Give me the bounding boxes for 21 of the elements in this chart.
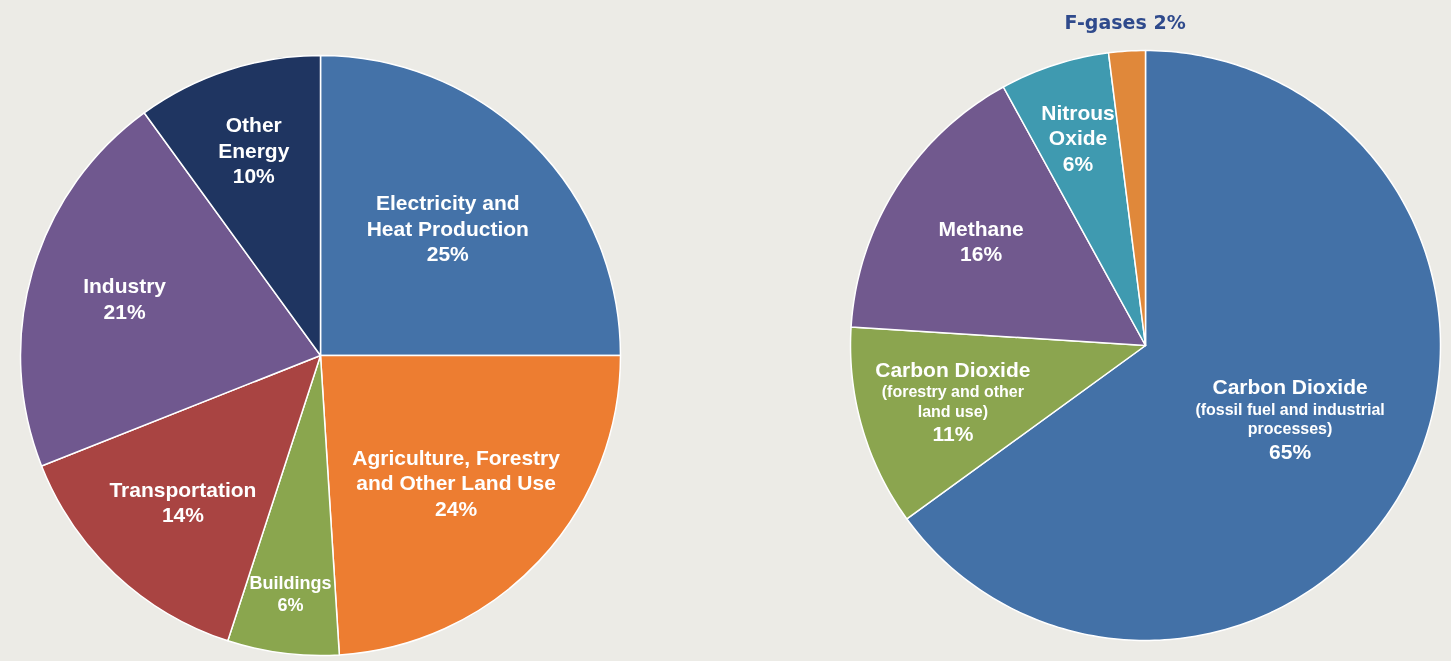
slice-label: Agriculture, Forestry and Other Land Use [352,445,561,495]
slice-label: Industry [83,274,167,298]
data-label: 21% [103,299,146,323]
data-label: 6% [277,594,304,615]
slice-label: Methane [938,216,1024,240]
data-label: 16% [960,242,1003,266]
slice-label: Carbon Dioxide (forestry and other land use) [875,357,1031,420]
slice-label: Other Energy [218,112,290,162]
slice-label: Buildings [249,572,332,593]
slice-label: Electricity and Heat Production [366,191,529,240]
data-label: 24% [435,496,478,520]
data-label: 11% [932,422,974,446]
slice-label: Nitrous Oxide [1041,100,1115,150]
slice-label: Transportation [109,477,257,501]
slice-label: Carbon Dioxide (fossil fuel and industrial processes) [1195,375,1385,438]
data-label: 6% [1062,152,1094,175]
data-label: 65% [1269,439,1312,463]
data-label: 14% [161,503,205,527]
data-label: 10% [232,164,276,188]
slice-label: F-gases 2% [1064,10,1186,33]
data-label: 25% [426,242,470,266]
